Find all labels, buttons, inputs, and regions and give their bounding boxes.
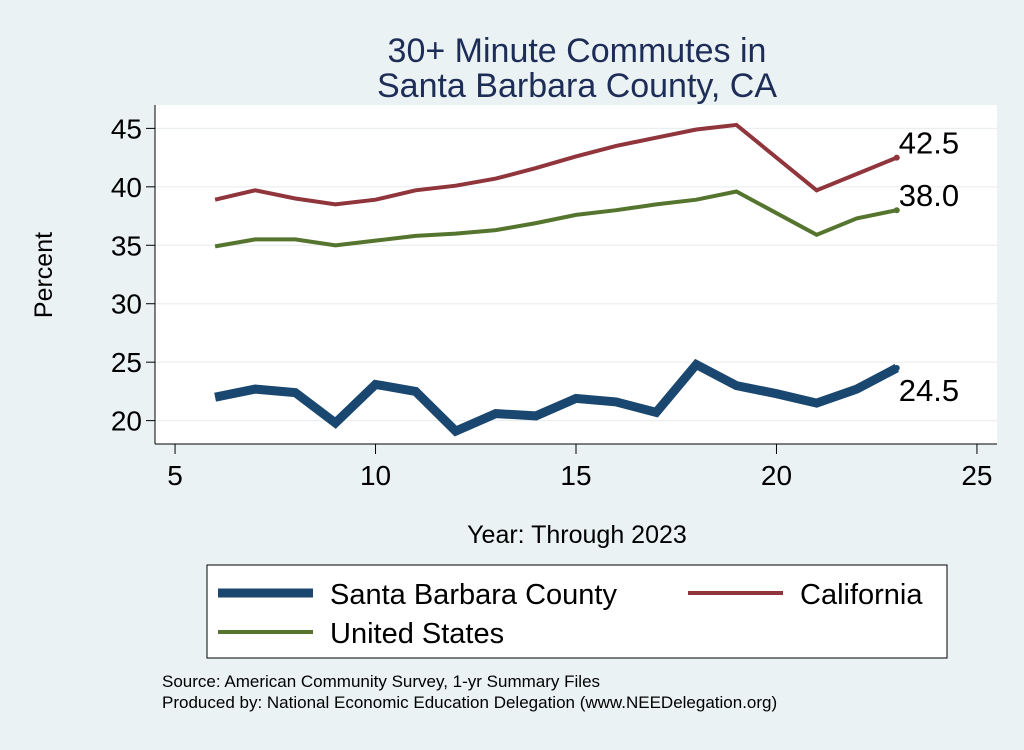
y-tick-label-30: 30 — [111, 289, 142, 320]
chart-title-line-1: 30+ Minute Commutes in — [388, 32, 767, 70]
end-label-united-states: 38.0 — [899, 178, 959, 213]
x-tick-label-15: 15 — [560, 460, 591, 491]
produced-by-note: Produced by: National Economic Education… — [162, 693, 777, 712]
series-endpoint-united-states — [893, 207, 900, 214]
gridlines — [155, 127, 997, 422]
x-tick-label-5: 5 — [167, 460, 183, 491]
x-tick-label-10: 10 — [360, 460, 391, 491]
chart-title-line-2: Santa Barbara County, CA — [377, 67, 777, 105]
y-tick-label-45: 45 — [111, 113, 142, 144]
y-tick-label-20: 20 — [111, 406, 142, 437]
y-axis: 20 25 30 35 40 45 — [111, 105, 156, 444]
end-label-california: 42.5 — [899, 126, 959, 161]
end-label-santa-barbara: 24.5 — [899, 373, 959, 408]
y-tick-label-35: 35 — [111, 230, 142, 261]
series-line-santa-barbara — [214, 358, 899, 437]
legend-label-united-states: United States — [330, 618, 504, 650]
x-axis: 5 10 15 20 25 — [155, 443, 997, 491]
series-layer — [214, 122, 900, 437]
chart-title: 30+ Minute Commutes in Santa Barbara Cou… — [377, 32, 777, 105]
legend-box — [206, 564, 948, 659]
x-tick-label-25: 25 — [961, 460, 992, 491]
x-tick-label-20: 20 — [761, 460, 792, 491]
source-note: Source: American Community Survey, 1-yr … — [162, 672, 600, 691]
legend-label-california: California — [800, 579, 923, 611]
series-line-california — [214, 122, 898, 207]
y-axis-title: Percent — [30, 232, 58, 318]
y-tick-label-25: 25 — [111, 347, 142, 378]
series-endpoint-california — [893, 154, 900, 161]
legend-label-santa-barbara: Santa Barbara County — [330, 579, 617, 611]
x-axis-title: Year: Through 2023 — [467, 521, 687, 549]
legend: Santa Barbara County California United S… — [206, 564, 948, 659]
y-tick-label-40: 40 — [111, 172, 142, 203]
series-line-united-states — [214, 189, 898, 249]
series-endpoint-santa-barbara — [893, 365, 900, 372]
end-labels: 24.5 42.5 38.0 — [899, 126, 959, 408]
